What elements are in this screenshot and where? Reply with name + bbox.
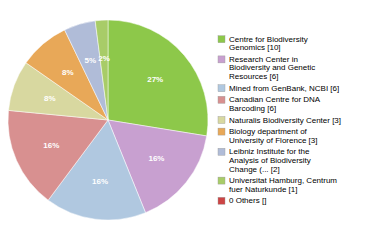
pie-slice bbox=[95, 20, 108, 120]
data-label: 8% bbox=[62, 68, 74, 77]
legend-label-line: Genomics [10] bbox=[229, 43, 281, 52]
legend-swatch bbox=[218, 128, 225, 135]
pie: 27% 16% 16% 16% 8% 8% 5%2% bbox=[8, 20, 208, 220]
legend-label: Biology department ofUniversity of Flore… bbox=[229, 127, 317, 145]
data-label: 8% bbox=[44, 94, 56, 103]
legend-label: Centre for BiodiversityGenomics [10] bbox=[229, 35, 308, 53]
legend-swatch bbox=[218, 197, 225, 204]
legend-label-line: 0 Others [] bbox=[229, 196, 266, 205]
legend-item: Research Center inBiodiversity and Genet… bbox=[218, 55, 315, 81]
legend-label: Mined from GenBank, NCBI [6] bbox=[229, 84, 339, 93]
legend: Centre for BiodiversityGenomics [10] Rese… bbox=[218, 35, 341, 206]
data-label: 2% bbox=[98, 54, 110, 63]
legend-swatch bbox=[218, 96, 225, 103]
legend-swatch bbox=[218, 36, 225, 43]
legend-label-line: Mined from GenBank, NCBI [6] bbox=[229, 84, 339, 93]
legend-swatch bbox=[218, 56, 225, 63]
legend-swatch bbox=[218, 117, 225, 124]
legend-label-line: Naturalis Biodiversity Center [3] bbox=[229, 116, 341, 125]
data-label: 27% bbox=[147, 75, 163, 84]
legend-item: Mined from GenBank, NCBI [6] bbox=[218, 84, 339, 93]
legend-label: 0 Others [] bbox=[229, 196, 266, 205]
pie-slice bbox=[108, 20, 109, 120]
legend-item: Centre for BiodiversityGenomics [10] bbox=[218, 35, 308, 53]
pie-slice bbox=[108, 20, 208, 136]
legend-label: Universitat Hamburg, Centrumfuer Naturku… bbox=[229, 176, 337, 194]
legend-label-line: Barcoding [6] bbox=[229, 104, 276, 113]
legend-label-line: Resources [6] bbox=[229, 72, 278, 81]
legend-label-line: University of Florence [3] bbox=[229, 136, 317, 145]
legend-item: Universitat Hamburg, Centrumfuer Naturku… bbox=[218, 176, 337, 194]
chart-svg: 27% 16% 16% 16% 8% 8% 5%2% Centre for Biodivers… bbox=[0, 0, 380, 240]
legend-swatch bbox=[218, 85, 225, 92]
legend-label: Naturalis Biodiversity Center [3] bbox=[229, 116, 341, 125]
legend-label: Research Center inBiodiversity and Genet… bbox=[229, 55, 315, 81]
legend-item: Leibniz Institute for theAnalysis of Bio… bbox=[218, 147, 311, 173]
legend-label: Canadian Centre for DNABarcoding [6] bbox=[229, 95, 321, 113]
pie-slice bbox=[8, 110, 108, 200]
legend-item: Naturalis Biodiversity Center [3] bbox=[218, 116, 341, 125]
legend-swatch bbox=[218, 148, 225, 155]
legend-item: Canadian Centre for DNABarcoding [6] bbox=[218, 95, 321, 113]
data-label: 5% bbox=[85, 56, 97, 65]
data-label: 16% bbox=[148, 154, 164, 163]
legend-label-line: fuer Naturkunde [1] bbox=[229, 185, 297, 194]
legend-item: Biology department ofUniversity of Flore… bbox=[218, 127, 317, 145]
legend-item: 0 Others [] bbox=[218, 196, 266, 205]
chart-container: 27% 16% 16% 16% 8% 8% 5%2% Centre for Biodivers… bbox=[0, 0, 380, 240]
data-label: 16% bbox=[43, 141, 59, 150]
legend-swatch bbox=[218, 177, 225, 184]
data-label: 16% bbox=[92, 177, 108, 186]
legend-label-line: Change (... [2] bbox=[229, 165, 280, 174]
legend-label: Leibniz Institute for theAnalysis of Bio… bbox=[229, 147, 311, 173]
